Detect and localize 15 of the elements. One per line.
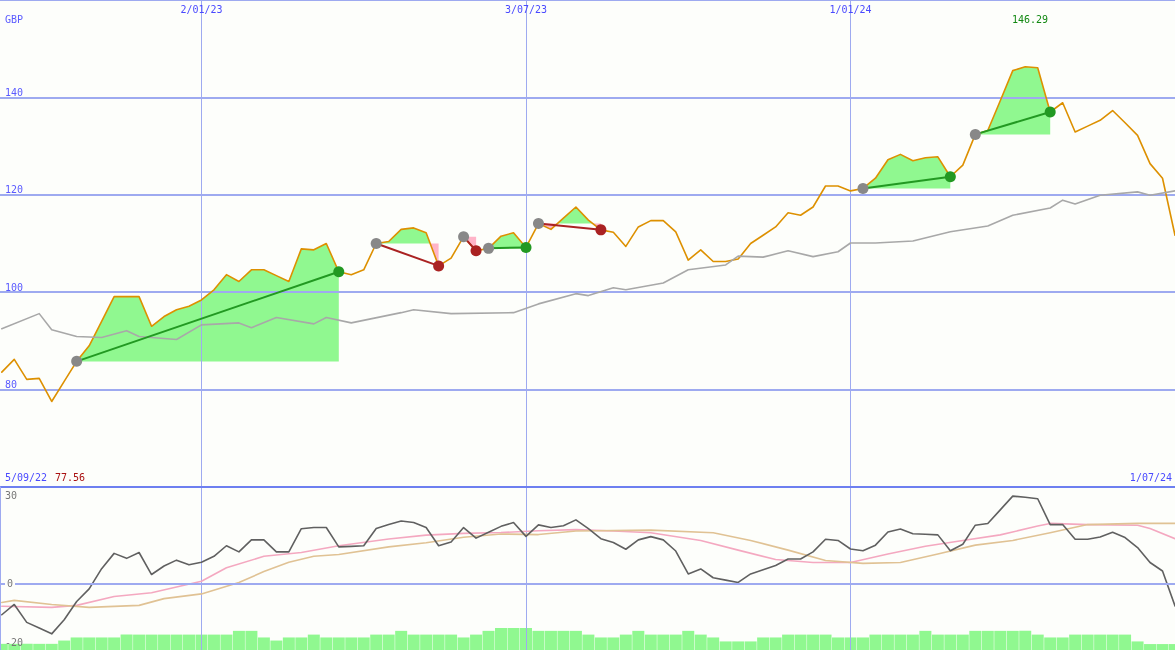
y-axis-title: GBP [5,13,24,25]
y-tick-label: 140 [5,86,24,98]
y-tick-label: 80 [5,379,18,391]
x-tick-label: 3/07/23 [504,3,548,15]
y-tick-label: 0 [7,578,14,590]
annotation: 1/07/24 [1129,471,1173,483]
x-tick-label: 1/01/24 [829,3,872,15]
y-tick-label: 30 [5,490,18,502]
annotation: 146.29 [1012,13,1049,25]
line-series [0,522,1175,609]
y-tick-label: 120 [5,184,24,196]
y-tick-label: 100 [5,281,24,293]
annotation: 5/09/22 [5,471,48,483]
x-tick-label: 2/01/23 [180,3,223,15]
annotation: 77.56 [55,471,86,483]
